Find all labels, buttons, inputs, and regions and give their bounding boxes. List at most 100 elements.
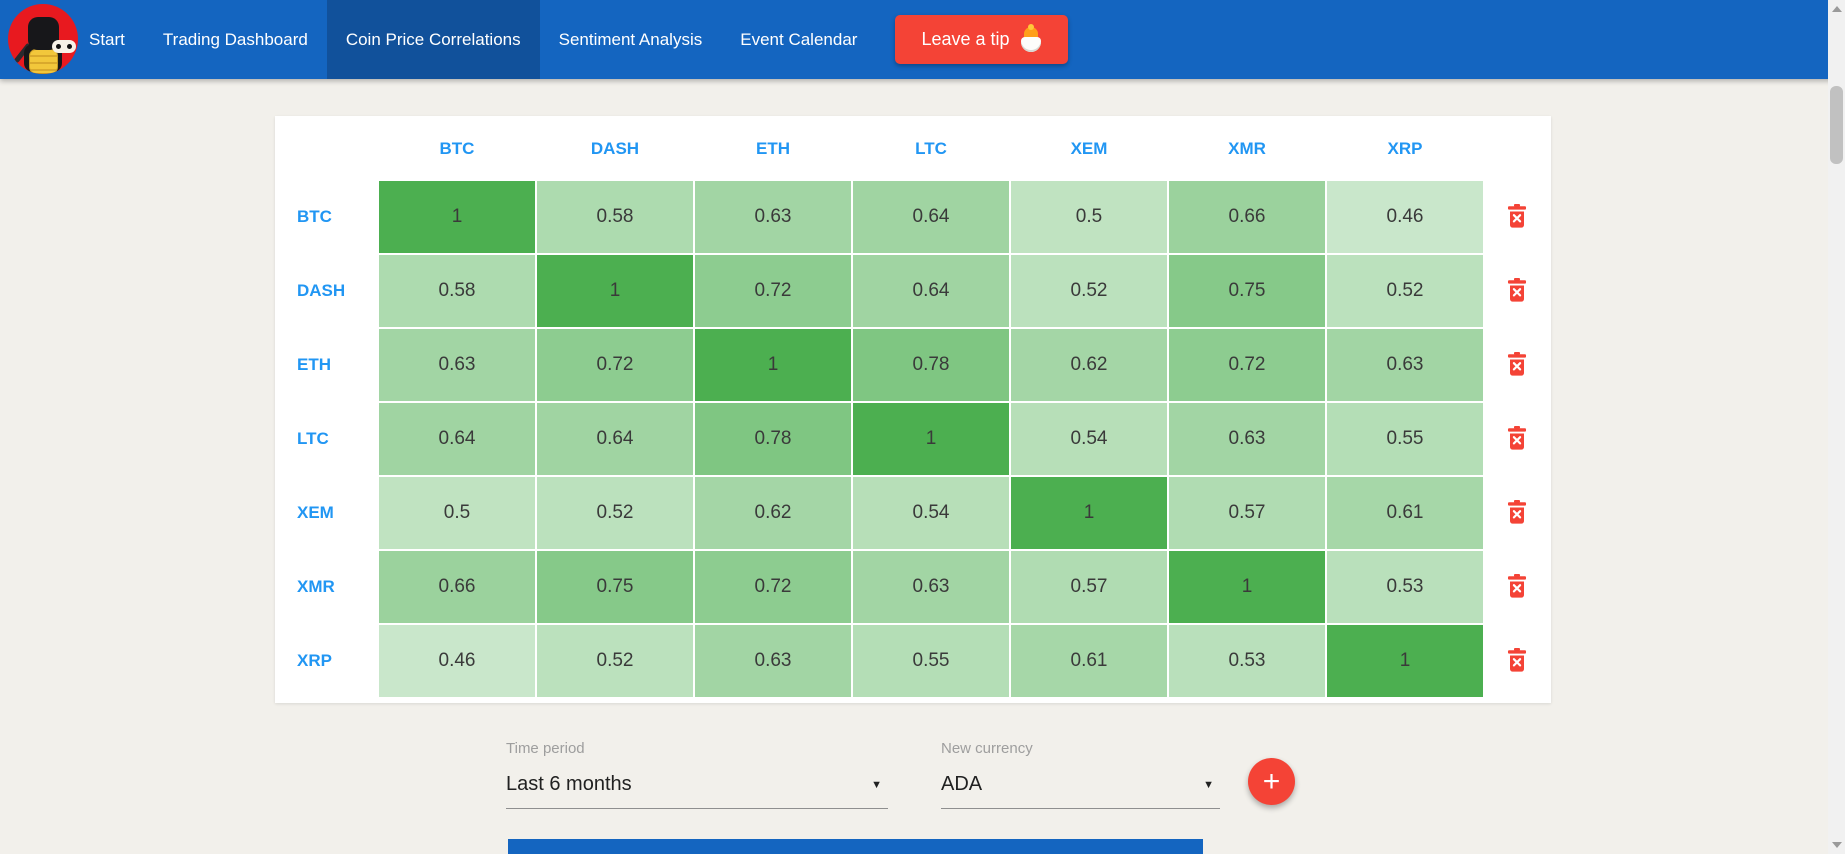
correlation-cell: 1 [853,403,1009,475]
trash-x-icon [1508,351,1526,376]
correlation-cell: 0.72 [695,551,851,623]
correlation-cell: 1 [1327,625,1483,697]
app-logo[interactable] [8,4,78,74]
correlation-cell: 0.58 [379,255,535,327]
nav-menu: Start Trading Dashboard Coin Price Corre… [70,0,1068,79]
correlation-cell: 0.57 [1169,477,1325,549]
correlation-cell: 0.62 [695,477,851,549]
column-header-ltc: LTC [915,138,947,158]
correlation-cell: 0.63 [695,625,851,697]
new-currency-select[interactable]: ADA ▼ [941,767,1220,809]
correlation-cell: 0.63 [1327,329,1483,401]
nav-item-start[interactable]: Start [89,29,125,49]
ninja-face-icon [52,40,76,53]
matrix-row-xrp: XRP 0.46 0.52 0.63 0.55 0.61 0.53 1 [277,625,1549,697]
correlation-cell: 0.66 [379,551,535,623]
matrix-row-eth: ETH 0.63 0.72 1 0.78 0.62 0.72 0.63 [277,329,1549,401]
dropdown-arrow-icon: ▼ [871,779,882,791]
correlation-cell: 0.72 [695,255,851,327]
correlation-matrix-card: BTC DASH ETH LTC XEM XMR XRP BTC 1 0.58 0.63 0.64 0.… [275,116,1551,703]
scrollbar-thumb[interactable] [1830,86,1843,164]
row-action-cell [1485,551,1549,623]
correlation-cell: 0.66 [1169,181,1325,253]
ninja-head-icon [28,17,76,53]
correlation-cell: 1 [537,255,693,327]
row-header-xem: XEM [297,503,334,522]
nav-item-coin-price-correlations[interactable]: Coin Price Correlations [326,0,540,79]
trash-x-icon [1508,573,1526,598]
navbar: Start Trading Dashboard Coin Price Corre… [0,0,1845,79]
delete-row-button[interactable] [1505,350,1529,381]
matrix-corner-cell [277,118,377,179]
correlation-cell: 0.78 [695,403,851,475]
trash-x-icon [1508,203,1526,228]
delete-row-button[interactable] [1505,202,1529,233]
delete-row-button[interactable] [1505,424,1529,455]
trash-x-icon [1508,277,1526,302]
correlation-cell: 0.5 [1011,181,1167,253]
correlation-cell: 0.55 [853,625,1009,697]
row-action-cell [1485,625,1549,697]
matrix-row-xmr: XMR 0.66 0.75 0.72 0.63 0.57 1 0.53 [277,551,1549,623]
column-header-dash: DASH [590,138,640,158]
scrollbar-up-arrow[interactable] [1832,6,1842,12]
correlation-cell: 0.57 [1011,551,1167,623]
correlation-cell: 0.61 [1327,477,1483,549]
correlation-cell: 0.53 [1169,625,1325,697]
correlation-cell: 0.5 [379,477,535,549]
row-header-xrp: XRP [297,651,332,670]
time-period-label: Time period [506,740,585,757]
correlation-cell: 0.46 [379,625,535,697]
row-header-btc: BTC [297,207,332,226]
correlation-cell: 1 [1169,551,1325,623]
row-header-ltc: LTC [297,429,329,448]
scrollbar-down-arrow[interactable] [1832,842,1842,848]
scrollbar[interactable] [1828,0,1845,854]
nav-item-event-calendar[interactable]: Event Calendar [740,29,858,49]
correlation-cell: 0.78 [853,329,1009,401]
correlation-cell: 0.52 [1327,255,1483,327]
delete-row-button[interactable] [1505,276,1529,307]
column-header-xrp: XRP [1387,138,1423,158]
row-action-cell [1485,255,1549,327]
row-action-cell [1485,181,1549,253]
delete-row-button[interactable] [1505,572,1529,603]
trash-x-icon [1508,499,1526,524]
correlation-cell: 0.54 [853,477,1009,549]
footer-bar [508,839,1203,854]
delete-row-button[interactable] [1505,646,1529,677]
action-column-header [1485,118,1549,179]
column-header-eth: ETH [756,138,790,158]
correlation-cell: 0.58 [537,181,693,253]
correlation-cell: 0.63 [379,329,535,401]
correlation-cell: 0.75 [537,551,693,623]
delete-row-button[interactable] [1505,498,1529,529]
correlation-cell: 0.63 [1169,403,1325,475]
column-header-xmr: XMR [1228,138,1266,158]
add-currency-button[interactable]: + [1248,758,1295,805]
correlation-cell: 0.52 [537,625,693,697]
nav-item-trading-dashboard[interactable]: Trading Dashboard [162,29,308,49]
row-header-xmr: XMR [297,577,335,596]
time-period-value: Last 6 months [506,773,632,795]
time-period-select[interactable]: Last 6 months ▼ [506,767,888,809]
row-header-eth: ETH [297,355,331,374]
correlation-cell: 0.72 [1169,329,1325,401]
correlation-cell: 0.63 [695,181,851,253]
column-header-xem: XEM [1070,138,1108,158]
correlation-table: BTC DASH ETH LTC XEM XMR XRP BTC 1 0.58 0.63 0.64 0.… [275,116,1551,699]
ninja-eye-icon [67,44,72,49]
nav-item-sentiment-analysis[interactable]: Sentiment Analysis [558,29,703,49]
correlation-cell: 0.64 [853,255,1009,327]
tip-button-label: Leave a tip [921,29,1010,49]
correlation-cell: 0.62 [1011,329,1167,401]
correlation-cell: 0.64 [853,181,1009,253]
correlation-cell: 0.64 [537,403,693,475]
correlation-cell: 0.55 [1327,403,1483,475]
time-period-field: Time period Last 6 months ▼ [506,740,888,809]
new-currency-label: New currency [941,740,1033,757]
correlation-cell: 0.52 [537,477,693,549]
correlation-cell: 0.64 [379,403,535,475]
matrix-row-dash: DASH 0.58 1 0.72 0.64 0.52 0.75 0.52 [277,255,1549,327]
leave-a-tip-button[interactable]: Leave a tip [895,15,1068,64]
